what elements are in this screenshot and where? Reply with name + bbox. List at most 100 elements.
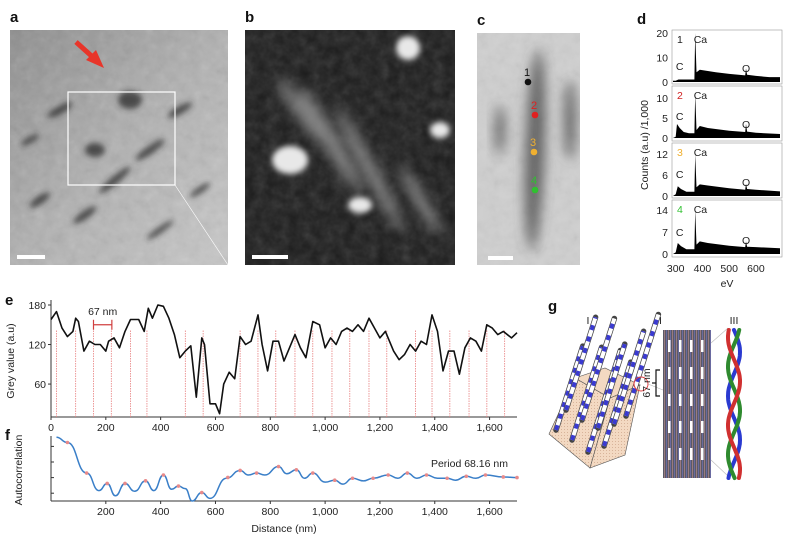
peak-marker — [405, 471, 410, 475]
point-2-marker — [531, 111, 539, 119]
g-label-I: I — [587, 315, 590, 327]
d-ytick: 5 — [662, 113, 668, 125]
peak-marker — [123, 481, 127, 486]
gap-region — [690, 421, 693, 433]
f-ylabel: Autocorrelation — [13, 435, 25, 506]
f-xtick: 1,600 — [476, 506, 502, 518]
gap-region — [690, 367, 693, 379]
fibril-band — [554, 345, 585, 431]
analysis-points: 1 2 3 4 — [524, 67, 539, 194]
peak-marker — [199, 490, 204, 495]
helix-strand — [726, 328, 742, 480]
d-ytick: 10 — [656, 53, 668, 65]
g-67nm-label: 67 nm — [641, 368, 653, 397]
peak-marker — [84, 471, 89, 475]
gap-region — [679, 367, 682, 379]
peak-label-Ca: Ca — [694, 204, 708, 216]
micrograph-a — [10, 30, 228, 265]
panel-label-a: a — [10, 9, 19, 26]
peak-marker — [424, 473, 429, 477]
autocorrelation-line — [56, 436, 518, 502]
gap-region — [679, 394, 682, 406]
panel-label-b: b — [245, 9, 254, 26]
e-xtick: 1,200 — [367, 422, 393, 434]
peak-label-C: C — [676, 169, 684, 181]
fibril-band — [596, 343, 627, 429]
f-xtick: 400 — [152, 506, 170, 518]
peak-marker — [371, 476, 375, 481]
peak-marker — [515, 475, 519, 480]
peak-marker — [445, 476, 449, 481]
e-xtick: 1,600 — [476, 422, 502, 434]
peak-marker — [310, 471, 315, 475]
point-1-marker — [524, 78, 532, 86]
spectrum-frame-3 — [671, 142, 783, 199]
zoom-region-box — [67, 91, 176, 186]
spectrum-number-3: 3 — [677, 147, 683, 159]
d-ytick: 6 — [662, 170, 668, 182]
peak-label-Ca: Ca — [694, 90, 708, 102]
arrow-icon — [74, 40, 104, 68]
spectrum-frame-2 — [671, 85, 783, 142]
e-67nm-label: 67 nm — [88, 306, 117, 318]
peak-marker — [386, 473, 390, 477]
gap-region — [701, 340, 704, 352]
d-xtick: 500 — [720, 263, 738, 275]
gap-region — [668, 448, 671, 460]
peak-marker — [501, 475, 506, 479]
gap-region — [690, 448, 693, 460]
spectrum-3 — [673, 154, 780, 196]
point-4-marker — [531, 186, 539, 194]
spectrum-frame-4 — [671, 199, 783, 258]
panel-label-d: d — [637, 11, 646, 28]
point-4-label: 4 — [531, 175, 537, 187]
grey-value-profile-chart: 60 120 180 0 200 400 600 800 1,000 1,200 1,400 1,60… — [28, 300, 518, 434]
spectrum-number-1: 1 — [677, 34, 683, 46]
spectrum-number-4: 4 — [677, 204, 683, 216]
gap-region — [690, 340, 693, 352]
peak-marker — [294, 468, 299, 472]
gap-region — [701, 448, 704, 460]
gap-region — [690, 394, 693, 406]
peak-marker — [483, 473, 488, 477]
d-ytick: 14 — [656, 205, 668, 217]
point-3-marker — [530, 148, 538, 156]
fibrils — [553, 311, 662, 455]
panel-label-e: e — [5, 292, 13, 309]
gap-region — [679, 421, 682, 433]
peak-marker — [238, 468, 242, 473]
peak-marker — [464, 474, 469, 479]
grey-value-line — [50, 304, 518, 415]
gap-region — [668, 340, 671, 352]
peak-marker — [350, 476, 355, 481]
peak-marker — [254, 471, 259, 475]
f-xlabel: Distance (nm) — [251, 523, 316, 535]
micrograph-b — [245, 30, 455, 265]
panel-label-c: c — [477, 12, 485, 29]
peak-label-Ca: Ca — [694, 147, 708, 159]
gap-region — [668, 367, 671, 379]
spectrum-1 — [673, 33, 780, 82]
fibril-band — [624, 313, 661, 417]
e-ytick: 180 — [28, 300, 46, 312]
gap-region — [668, 421, 671, 433]
peak-marker — [65, 440, 70, 445]
d-ytick: 7 — [662, 227, 668, 239]
spectrum-4 — [673, 210, 780, 254]
peak-label-O: O — [742, 119, 750, 131]
e-xtick: 400 — [152, 422, 170, 434]
peak-marker — [332, 478, 337, 483]
peak-label-C: C — [676, 111, 684, 123]
d-ylabel: Counts (a.u) /1,000 — [639, 100, 651, 190]
panel-label-f: f — [5, 427, 11, 444]
gap-region — [701, 421, 704, 433]
peak-marker — [176, 484, 181, 488]
e-xtick: 1,400 — [422, 422, 448, 434]
f-xtick: 1,400 — [422, 506, 448, 518]
e-ytick: 60 — [34, 379, 46, 391]
f-xtick: 600 — [207, 506, 225, 518]
e-ytick: 120 — [28, 340, 46, 352]
d-xtick: 400 — [694, 263, 712, 275]
g-label-III: III — [730, 315, 739, 327]
e-ylabel: Grey value (a.u) — [5, 323, 17, 398]
